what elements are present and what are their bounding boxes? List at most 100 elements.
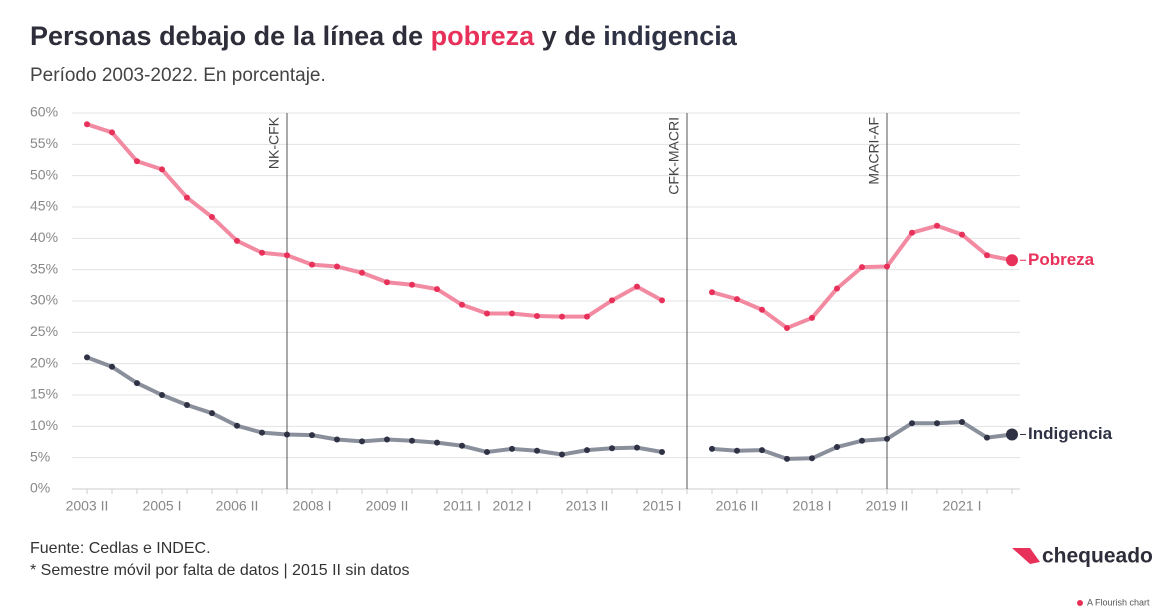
data-point xyxy=(559,451,565,458)
data-point xyxy=(984,434,990,441)
y-tick-label: 10% xyxy=(30,417,58,433)
data-point xyxy=(409,281,415,288)
data-point xyxy=(784,455,790,462)
x-tick-label: 2003 II xyxy=(66,498,109,514)
data-point xyxy=(584,313,590,320)
data-point xyxy=(909,229,915,236)
data-point xyxy=(959,418,965,425)
logo-mark xyxy=(1012,548,1040,564)
y-tick-label: 35% xyxy=(30,260,58,276)
legend-label: Indigencia xyxy=(1028,424,1113,443)
x-tick-label: 2009 II xyxy=(366,498,409,514)
annotation-label: MACRI-AF xyxy=(866,117,882,185)
data-point xyxy=(509,310,515,317)
credit-icon xyxy=(1077,600,1083,606)
data-point xyxy=(609,297,615,304)
data-point xyxy=(484,310,490,317)
y-tick-label: 5% xyxy=(30,448,50,464)
data-point xyxy=(659,297,665,304)
data-point xyxy=(159,166,165,173)
data-point xyxy=(934,222,940,229)
data-point xyxy=(934,420,940,427)
title-part: Personas debajo de la línea de xyxy=(30,21,431,51)
y-tick-label: 60% xyxy=(30,104,58,120)
data-point xyxy=(509,445,515,452)
data-point xyxy=(309,432,315,439)
data-point xyxy=(659,449,665,456)
data-point xyxy=(809,314,815,321)
data-point xyxy=(409,437,415,444)
data-point xyxy=(159,392,165,398)
y-tick-label: 15% xyxy=(30,386,58,402)
data-point xyxy=(334,263,340,270)
data-point xyxy=(834,285,840,292)
y-tick-label: 25% xyxy=(30,323,58,339)
data-point xyxy=(734,447,740,454)
x-tick-label: 2019 II xyxy=(866,498,909,514)
data-point xyxy=(984,252,990,259)
data-point xyxy=(434,439,440,446)
title-part: y de xyxy=(534,21,603,51)
data-point xyxy=(884,263,890,270)
data-point xyxy=(459,442,465,449)
data-point xyxy=(234,237,240,244)
data-point xyxy=(1006,428,1018,441)
data-point xyxy=(84,121,90,128)
y-tick-label: 20% xyxy=(30,354,58,370)
x-tick-label: 2006 II xyxy=(216,498,259,514)
x-tick-label: 2015 I xyxy=(643,498,682,514)
y-tick-label: 30% xyxy=(30,292,58,308)
data-point xyxy=(309,261,315,268)
data-point xyxy=(134,158,140,165)
data-point xyxy=(759,306,765,313)
data-point xyxy=(434,286,440,293)
x-tick-label: 2005 I xyxy=(143,498,182,514)
data-point xyxy=(834,444,840,451)
y-tick-label: 0% xyxy=(30,480,50,496)
data-point xyxy=(109,129,115,136)
data-point xyxy=(584,447,590,454)
data-point xyxy=(709,445,715,452)
data-point xyxy=(859,437,865,444)
data-point xyxy=(909,420,915,427)
x-tick-label: 2016 II xyxy=(716,498,759,514)
x-tick-label: 2013 II xyxy=(566,498,609,514)
data-point xyxy=(259,429,265,436)
data-point xyxy=(209,214,215,221)
source: Fuente: Cedlas e INDEC. xyxy=(30,540,211,557)
data-point xyxy=(609,445,615,452)
data-point xyxy=(859,264,865,271)
data-point xyxy=(884,435,890,442)
title-part: pobreza xyxy=(431,21,536,51)
data-point xyxy=(109,363,115,370)
data-point xyxy=(84,354,90,361)
data-point xyxy=(284,431,290,438)
chart-title: Personas debajo de la línea de pobreza y… xyxy=(30,21,738,51)
data-point xyxy=(709,289,715,296)
data-point xyxy=(559,313,565,320)
data-point xyxy=(284,252,290,259)
data-point xyxy=(534,447,540,454)
data-point xyxy=(534,313,540,320)
data-point xyxy=(1006,254,1018,267)
data-point xyxy=(234,422,240,429)
series-line xyxy=(85,355,1014,461)
data-point xyxy=(484,449,490,456)
annotation-label: NK-CFK xyxy=(266,116,282,169)
x-tick-label: 2012 I xyxy=(493,498,532,514)
data-point xyxy=(184,402,190,409)
legend-label: Pobreza xyxy=(1028,250,1095,269)
x-tick-label: 2021 I xyxy=(943,498,982,514)
title-part: indigencia xyxy=(603,21,738,51)
data-point xyxy=(784,324,790,331)
data-point xyxy=(634,283,640,290)
data-point xyxy=(384,436,390,443)
logo: chequeado xyxy=(1042,545,1153,568)
y-tick-label: 55% xyxy=(30,135,58,151)
y-tick-label: 50% xyxy=(30,166,58,182)
data-point xyxy=(459,301,465,308)
x-tick-label: 2018 I xyxy=(793,498,832,514)
x-tick-label: 2011 I xyxy=(443,498,481,514)
data-point xyxy=(209,410,215,417)
